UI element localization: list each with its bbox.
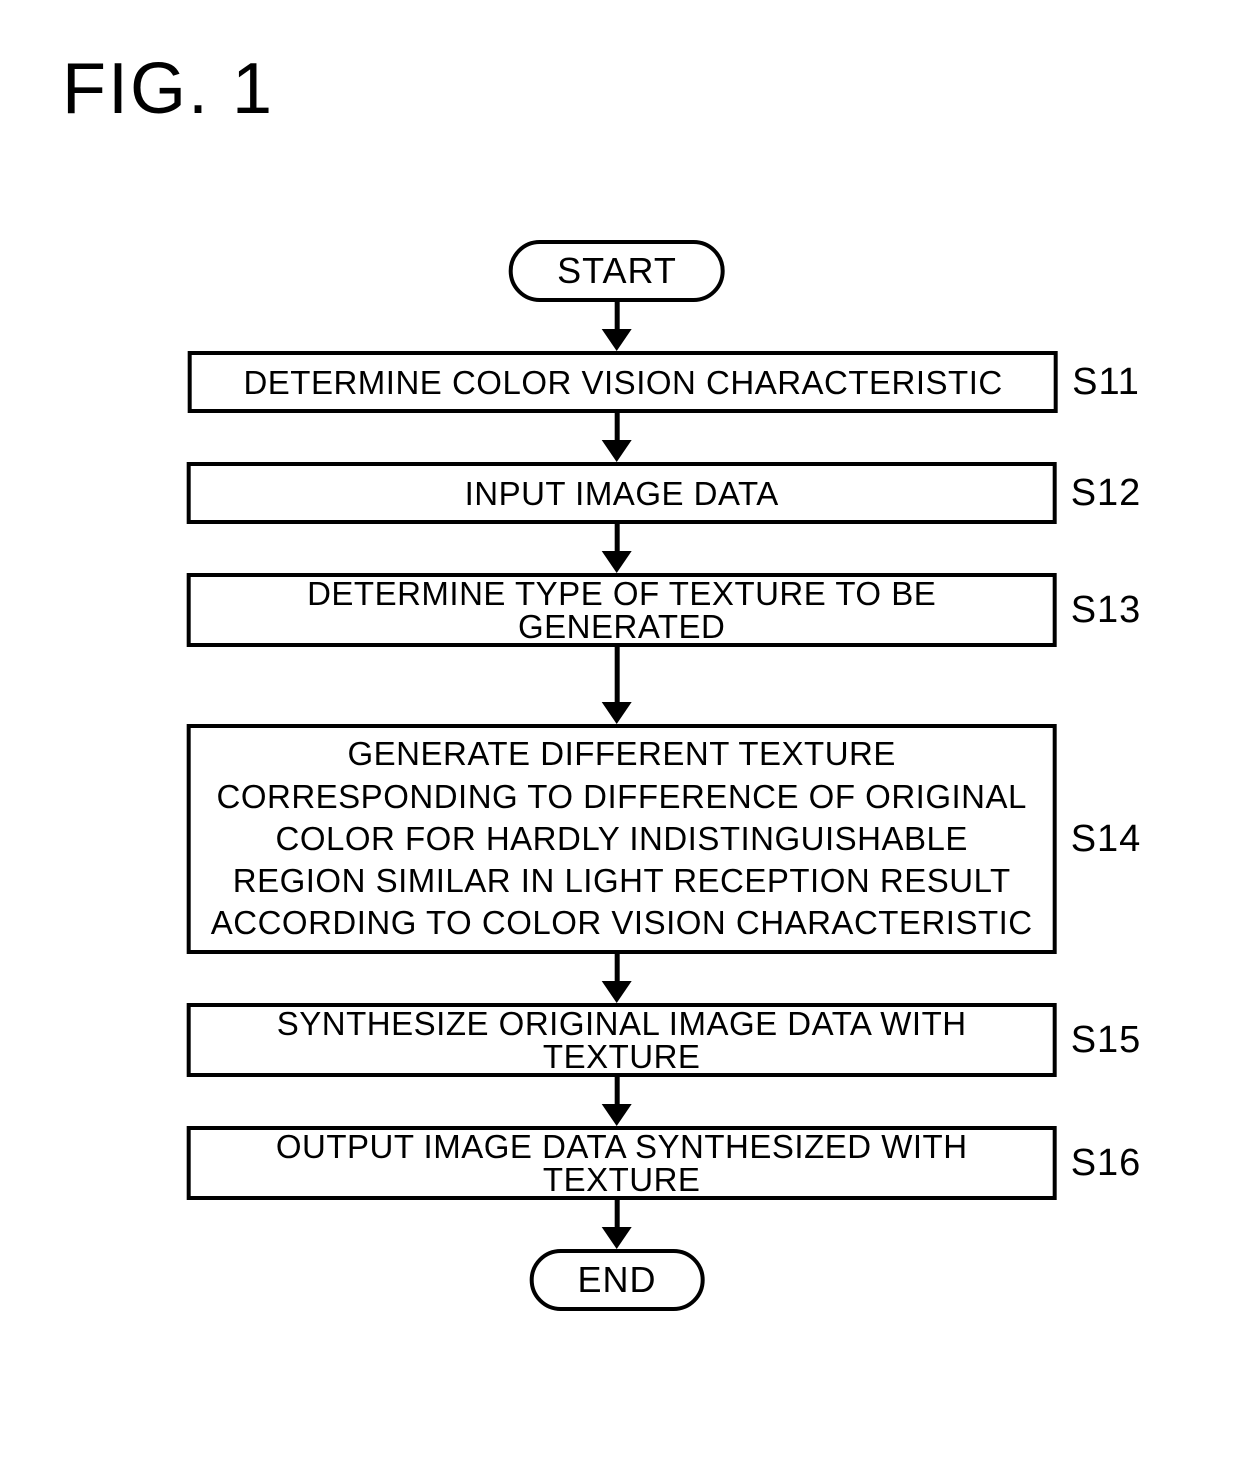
arrow-shaft — [615, 647, 620, 703]
step-row-s11: DETERMINE COLOR VISION CHARACTERISTIC S11 — [94, 351, 1140, 413]
step-label-s16: S16 — [1071, 1142, 1142, 1185]
process-box-s16: OUTPUT IMAGE DATA SYNTHESIZED WITH TEXTU… — [187, 1126, 1057, 1200]
process-box-s15: SYNTHESIZE ORIGINAL IMAGE DATA WITH TEXT… — [187, 1003, 1057, 1077]
arrow-head-icon — [602, 551, 632, 573]
arrow-head-icon — [602, 1104, 632, 1126]
step-label-s11: S11 — [1072, 361, 1140, 404]
arrow-shaft — [615, 413, 620, 441]
end-terminal: END — [529, 1249, 704, 1311]
arrow-head-icon — [602, 1227, 632, 1249]
arrow-after-s11 — [602, 413, 632, 462]
arrow-start-s11 — [602, 302, 632, 351]
arrow-after-s13 — [602, 647, 632, 724]
step-label-s13: S13 — [1071, 589, 1142, 632]
start-terminal: START — [509, 240, 725, 302]
arrow-after-s14 — [602, 954, 632, 1003]
process-box-s11: DETERMINE COLOR VISION CHARACTERISTIC — [188, 351, 1058, 413]
arrow-after-s12 — [602, 524, 632, 573]
arrow-shaft — [615, 1200, 620, 1228]
arrow-head-icon — [602, 702, 632, 724]
step-row-s12: INPUT IMAGE DATA S12 — [93, 462, 1142, 524]
arrow-head-icon — [602, 329, 632, 351]
arrow-head-icon — [602, 981, 632, 1003]
arrow-shaft — [615, 524, 620, 552]
arrow-after-s15 — [602, 1077, 632, 1126]
arrow-head-icon — [602, 440, 632, 462]
step-row-s13: DETERMINE TYPE OF TEXTURE TO BE GENERATE… — [93, 573, 1142, 647]
arrow-shaft — [615, 1077, 620, 1105]
arrow-after-s16 — [602, 1200, 632, 1249]
step-row-s15: SYNTHESIZE ORIGINAL IMAGE DATA WITH TEXT… — [93, 1003, 1142, 1077]
step-row-s16: OUTPUT IMAGE DATA SYNTHESIZED WITH TEXTU… — [93, 1126, 1142, 1200]
flowchart-container: START DETERMINE COLOR VISION CHARACTERIS… — [93, 240, 1142, 1311]
process-box-s13: DETERMINE TYPE OF TEXTURE TO BE GENERATE… — [187, 573, 1057, 647]
step-label-s14: S14 — [1071, 818, 1142, 861]
figure-title: FIG. 1 — [62, 48, 274, 130]
process-box-s14: GENERATE DIFFERENT TEXTURE CORRESPONDING… — [187, 724, 1057, 954]
arrow-shaft — [615, 302, 620, 330]
step-label-s12: S12 — [1071, 472, 1142, 515]
step-row-s14: GENERATE DIFFERENT TEXTURE CORRESPONDING… — [93, 724, 1142, 954]
process-box-s12: INPUT IMAGE DATA — [187, 462, 1057, 524]
step-label-s15: S15 — [1071, 1019, 1142, 1062]
arrow-shaft — [615, 954, 620, 982]
